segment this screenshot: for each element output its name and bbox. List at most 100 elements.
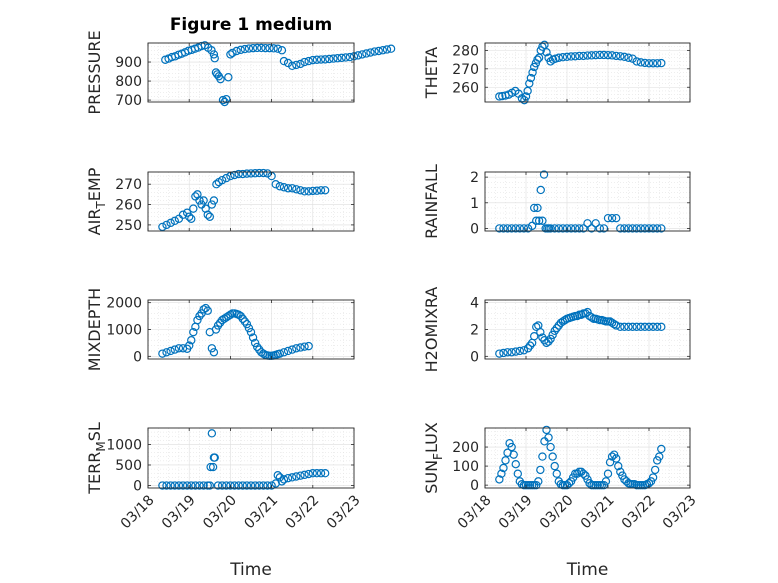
series-markers	[158, 168, 330, 232]
y-tick-label: 4	[470, 296, 479, 312]
data-point	[218, 95, 228, 105]
data-point	[203, 210, 212, 219]
data-point	[624, 322, 633, 332]
data-point	[612, 454, 621, 463]
axes-box	[147, 171, 355, 232]
y-tick-label: 100	[452, 459, 479, 475]
x-tick-label: 03/21	[578, 492, 618, 532]
data-point	[209, 50, 219, 59]
data-point	[203, 306, 212, 315]
data-point	[252, 43, 262, 53]
data-point	[525, 79, 534, 88]
data-point	[607, 318, 617, 327]
data-point	[292, 344, 301, 353]
data-point	[213, 321, 223, 330]
y-axis-label-tail: LUX	[422, 422, 441, 453]
data-point	[212, 180, 221, 189]
data-point	[595, 224, 605, 233]
data-point	[552, 323, 561, 333]
y-axis-label-main: AIR	[85, 209, 104, 236]
data-point	[657, 224, 666, 233]
data-point	[206, 462, 215, 472]
data-point	[316, 186, 326, 195]
data-point	[300, 342, 309, 351]
data-point	[250, 169, 260, 178]
y-axis-label-subscript: T	[94, 201, 108, 210]
y-axis-label-main: RAINFALL	[422, 164, 441, 239]
data-point	[628, 224, 637, 233]
data-point	[644, 59, 654, 68]
data-point	[244, 44, 254, 53]
data-point	[191, 481, 200, 490]
data-point	[599, 50, 609, 60]
data-point	[170, 216, 179, 226]
data-point	[248, 43, 258, 53]
data-point	[201, 303, 210, 313]
x-tick-label: 03/19	[496, 492, 536, 532]
data-point	[255, 168, 264, 178]
data-point	[226, 50, 235, 59]
data-point	[195, 481, 204, 490]
data-point	[536, 465, 545, 475]
data-point	[528, 68, 537, 77]
data-point	[562, 52, 572, 62]
x-tick-label: 03/23	[324, 492, 364, 532]
data-point	[207, 429, 217, 438]
data-point	[495, 475, 504, 484]
data-point	[539, 170, 549, 179]
y-tick-label: 0	[470, 478, 479, 494]
data-point	[607, 51, 617, 60]
data-point	[193, 315, 202, 325]
data-point	[292, 60, 301, 70]
data-point	[288, 345, 297, 354]
data-point	[279, 56, 289, 66]
data-point	[657, 58, 666, 68]
data-point	[607, 452, 617, 461]
data-point	[187, 481, 196, 490]
data-point	[533, 203, 542, 213]
data-point	[304, 341, 313, 351]
x-tick-label: 03/18	[455, 492, 495, 532]
data-point	[257, 43, 266, 53]
data-point	[515, 346, 525, 356]
data-point	[566, 52, 576, 61]
data-point	[205, 481, 214, 490]
data-point	[189, 204, 198, 213]
data-point	[542, 48, 551, 57]
data-point	[304, 187, 313, 196]
data-point	[605, 458, 615, 467]
series-markers	[495, 425, 666, 490]
data-point	[246, 169, 256, 178]
y-axis-label-main: PRESSURE	[85, 30, 104, 114]
data-point	[644, 322, 654, 332]
data-point	[653, 322, 662, 332]
data-point	[236, 45, 245, 55]
data-point	[495, 224, 504, 233]
data-point	[166, 218, 175, 228]
data-point	[495, 92, 504, 101]
data-point	[497, 469, 506, 478]
data-point	[554, 53, 564, 62]
data-point	[386, 44, 396, 53]
y-axis-label: AIRTEMP	[85, 167, 108, 235]
data-point	[209, 196, 219, 205]
data-point	[246, 327, 256, 337]
data-point	[329, 54, 338, 63]
data-point	[603, 213, 613, 223]
data-point	[511, 347, 520, 356]
data-point	[544, 433, 553, 442]
data-point	[583, 51, 592, 60]
data-point	[546, 224, 555, 233]
axes-box	[147, 427, 355, 489]
data-point	[648, 59, 658, 68]
data-point	[640, 224, 650, 233]
figure-title: Figure 1 medium	[170, 15, 332, 35]
y-axis-label-subscript: M	[94, 441, 108, 451]
data-point	[308, 55, 317, 65]
data-point	[271, 180, 280, 189]
y-axis-label-tail: SL	[85, 422, 104, 441]
y-tick-label: 270	[115, 177, 142, 193]
data-point	[640, 58, 650, 68]
data-point	[562, 224, 572, 233]
data-point	[316, 469, 326, 478]
